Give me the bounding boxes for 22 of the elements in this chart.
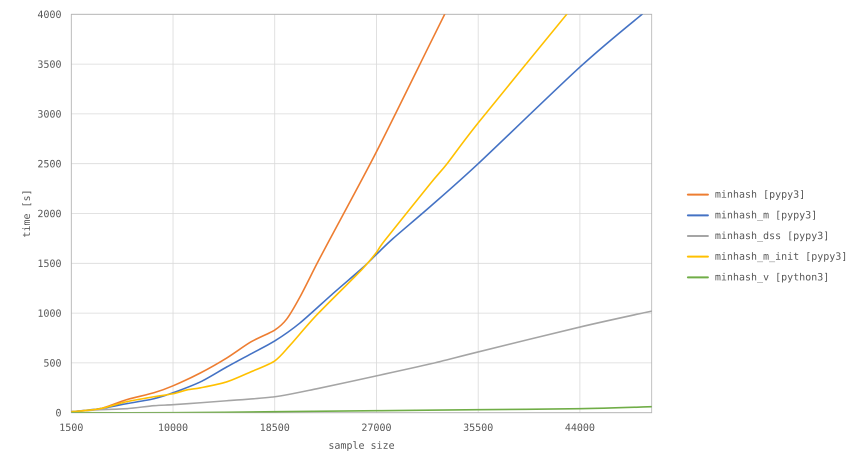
- y-tick-label: 3500: [38, 60, 61, 68]
- legend-label: minhash_dss [pypy3]: [715, 231, 828, 242]
- legend-label: minhash [pypy3]: [715, 190, 803, 200]
- y-tick-label: 1000: [38, 309, 61, 317]
- legend-label: minhash_v [python3]: [715, 272, 828, 283]
- y-axis-title: time [s]: [22, 192, 32, 237]
- y-tick-label: 1500: [38, 260, 61, 268]
- x-tick-label: 35500: [464, 424, 493, 432]
- x-tick-label: 44000: [565, 424, 594, 432]
- legend-label: minhash_m_init [pypy3]: [715, 252, 846, 262]
- legend-label: minhash_m [pypy3]: [715, 210, 815, 221]
- x-tick-label: 18500: [260, 424, 290, 432]
- x-tick-label: 27000: [362, 424, 391, 432]
- x-tick-label: 1500: [60, 424, 83, 432]
- y-tick-label: 0: [56, 408, 61, 416]
- y-tick-label: 2000: [38, 210, 61, 218]
- x-axis-title: sample size: [329, 441, 394, 451]
- y-tick-label: 2500: [38, 160, 61, 168]
- y-tick-label: 4000: [38, 10, 61, 18]
- y-tick-label: 500: [44, 359, 61, 367]
- y-tick-label: 3000: [38, 110, 61, 118]
- x-tick-label: 10000: [159, 424, 188, 432]
